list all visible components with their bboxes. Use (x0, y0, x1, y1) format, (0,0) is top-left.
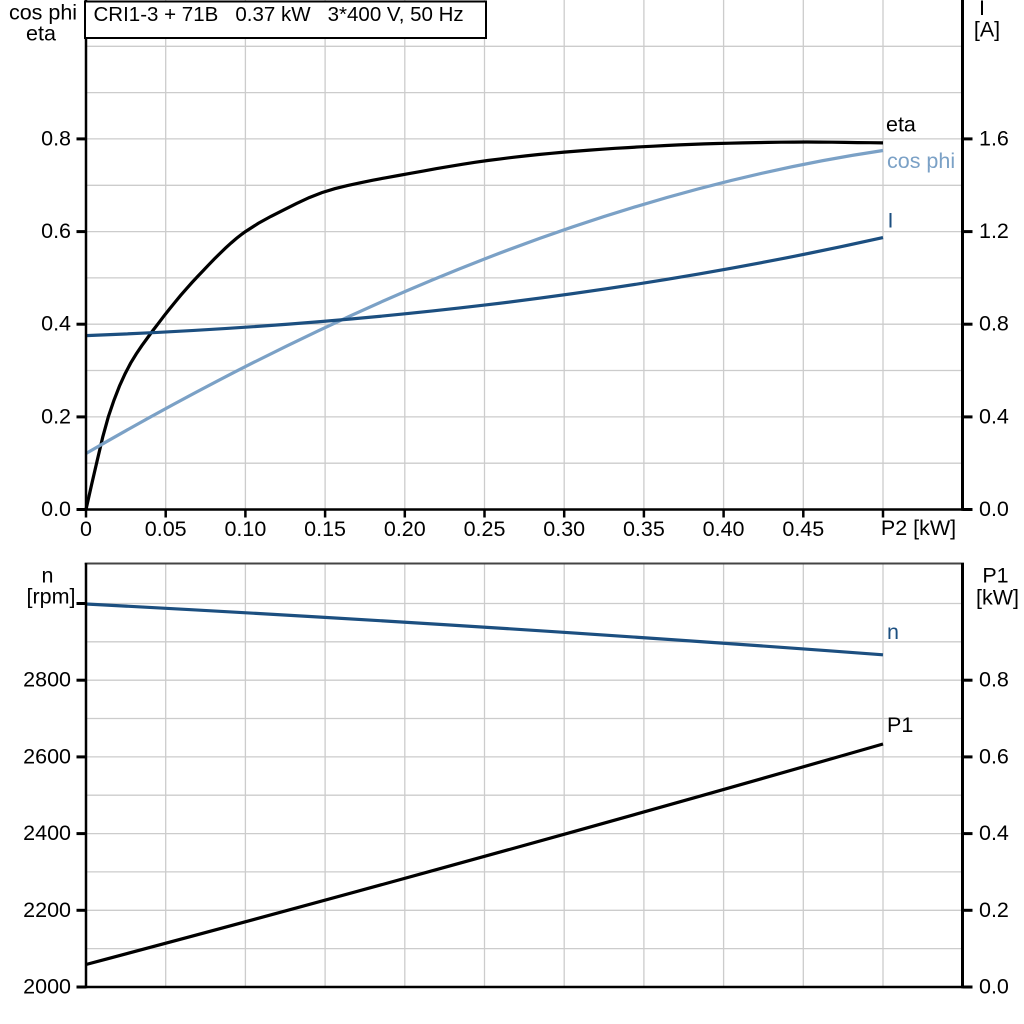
svg-text:cos phi: cos phi (887, 149, 955, 173)
svg-text:0.0: 0.0 (41, 497, 71, 521)
svg-text:2800: 2800 (23, 668, 71, 692)
svg-text:P1: P1 (887, 713, 913, 737)
svg-text:0.30: 0.30 (543, 517, 585, 541)
svg-text:2200: 2200 (23, 898, 71, 922)
svg-text:P1: P1 (982, 564, 1008, 588)
svg-text:P2 [kW]: P2 [kW] (881, 516, 956, 540)
svg-text:0: 0 (80, 517, 92, 541)
svg-text:0.2: 0.2 (979, 898, 1009, 922)
svg-text:0.8: 0.8 (41, 126, 71, 150)
svg-text:0.25: 0.25 (464, 517, 506, 541)
svg-text:I: I (888, 209, 894, 233)
svg-text:eta: eta (886, 113, 916, 137)
svg-text:0.8: 0.8 (979, 668, 1009, 692)
svg-text:0.35: 0.35 (623, 517, 665, 541)
svg-text:0.2: 0.2 (41, 404, 71, 428)
svg-text:0.10: 0.10 (224, 517, 266, 541)
svg-text:0.8: 0.8 (979, 312, 1009, 336)
svg-text:0.4: 0.4 (979, 821, 1009, 845)
svg-text:0.15: 0.15 (304, 517, 346, 541)
svg-text:eta: eta (26, 22, 56, 46)
svg-text:0.05: 0.05 (145, 517, 187, 541)
svg-text:0.6: 0.6 (41, 219, 71, 243)
svg-text:1.6: 1.6 (979, 126, 1009, 150)
svg-text:0.45: 0.45 (782, 517, 824, 541)
svg-text:0.0: 0.0 (979, 497, 1009, 521)
svg-text:0.20: 0.20 (384, 517, 426, 541)
svg-text:0.4: 0.4 (979, 404, 1009, 428)
svg-text:2600: 2600 (23, 744, 71, 768)
svg-text:2000: 2000 (23, 975, 71, 999)
svg-text:0.6: 0.6 (979, 744, 1009, 768)
svg-text:0.4: 0.4 (41, 312, 71, 336)
svg-text:0.40: 0.40 (703, 517, 745, 541)
svg-text:CRI1-3 + 71B 0.37 kW 3*400: CRI1-3 + 71B 0.37 kW 3*400 V, 50 Hz (94, 3, 464, 26)
svg-text:2400: 2400 (23, 821, 71, 845)
svg-text:[kW]: [kW] (976, 586, 1019, 610)
svg-text:cos phi: cos phi (9, 1, 77, 25)
svg-text:0.0: 0.0 (979, 975, 1009, 999)
svg-text:[A]: [A] (974, 18, 1000, 42)
svg-text:I: I (979, 0, 985, 20)
svg-text:[rpm]: [rpm] (27, 585, 76, 609)
svg-text:n: n (887, 620, 899, 644)
svg-text:n: n (42, 564, 54, 588)
svg-text:1.2: 1.2 (979, 219, 1009, 243)
